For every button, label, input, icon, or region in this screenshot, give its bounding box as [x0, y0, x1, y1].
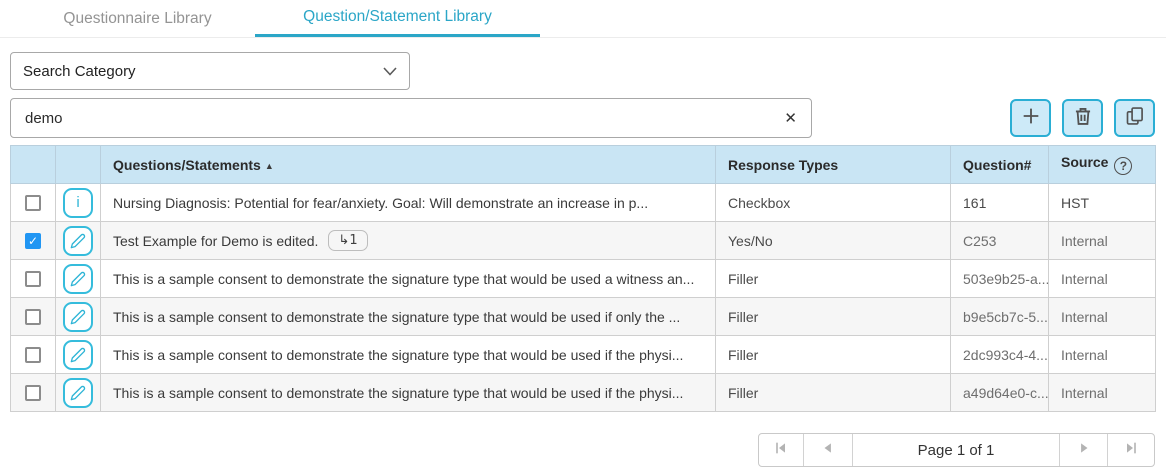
- header-question-number[interactable]: Question#: [950, 145, 1049, 184]
- source-cell: HST: [1048, 183, 1156, 222]
- delete-question-button[interactable]: [1062, 99, 1103, 137]
- table-header-row: Questions/Statements ▲ Response Types Que…: [10, 145, 1156, 184]
- help-icon[interactable]: ?: [1114, 157, 1133, 175]
- plus-icon: [1020, 105, 1042, 132]
- question-number-cell: a49d64e0-c...: [950, 373, 1049, 412]
- search-input[interactable]: demo ✕: [10, 98, 812, 138]
- page-indicator: Page 1 of 1: [853, 434, 1061, 466]
- response-type-cell: Filler: [715, 335, 951, 374]
- row-checkbox[interactable]: [25, 384, 41, 401]
- table-row[interactable]: Test Example for Demo is edited. ↳1 Yes/…: [10, 221, 1156, 260]
- question-number-cell: 503e9b25-a...: [950, 259, 1049, 298]
- row-checkbox[interactable]: [25, 194, 41, 211]
- response-type-cell: Checkbox: [715, 183, 951, 222]
- header-source[interactable]: Source?: [1048, 145, 1156, 184]
- search-input-value: demo: [25, 109, 63, 127]
- question-text: Test Example for Demo is edited.: [113, 232, 319, 249]
- edit-icon[interactable]: [63, 339, 93, 370]
- table-row[interactable]: This is a sample consent to demonstrate …: [10, 297, 1156, 336]
- source-cell: Internal: [1048, 373, 1156, 412]
- question-number-cell: 2dc993c4-4...: [950, 335, 1049, 374]
- question-number-cell: b9e5cb7c-5...: [950, 297, 1049, 336]
- info-icon[interactable]: i: [63, 187, 93, 218]
- question-number-cell: C253: [950, 221, 1049, 260]
- question-table: Questions/Statements ▲ Response Types Que…: [10, 145, 1156, 412]
- question-text: This is a sample consent to demonstrate …: [100, 259, 716, 298]
- row-checkbox[interactable]: [25, 308, 41, 325]
- next-page-icon: [1077, 441, 1091, 460]
- row-checkbox[interactable]: [25, 232, 41, 249]
- last-page-button[interactable]: [1108, 434, 1154, 466]
- edit-icon[interactable]: [63, 301, 93, 332]
- search-category-select[interactable]: Search Category: [10, 52, 410, 90]
- add-question-button[interactable]: [1010, 99, 1051, 137]
- copy-icon: [1125, 106, 1145, 131]
- question-text: This is a sample consent to demonstrate …: [100, 335, 716, 374]
- copy-question-button[interactable]: [1114, 99, 1155, 137]
- tab-bar: Questionnaire Library Question/Statement…: [0, 0, 1166, 38]
- source-cell: Internal: [1048, 259, 1156, 298]
- edit-icon[interactable]: [63, 263, 93, 294]
- response-type-cell: Filler: [715, 297, 951, 336]
- next-page-button[interactable]: [1060, 434, 1109, 466]
- chevron-down-icon: [383, 63, 397, 80]
- header-response-types[interactable]: Response Types: [715, 145, 951, 184]
- tab-question-statement-library[interactable]: Question/Statement Library: [255, 0, 540, 37]
- header-icon-column: [55, 145, 101, 184]
- table-row[interactable]: i Nursing Diagnosis: Potential for fear/…: [10, 183, 1156, 222]
- info-glyph: i: [76, 194, 80, 211]
- tab-questionnaire-library[interactable]: Questionnaire Library: [63, 9, 212, 27]
- usage-count-badge[interactable]: ↳1: [328, 230, 368, 251]
- table-row[interactable]: This is a sample consent to demonstrate …: [10, 373, 1156, 412]
- pagination: Page 1 of 1: [758, 433, 1155, 467]
- source-cell: Internal: [1048, 221, 1156, 260]
- source-cell: Internal: [1048, 335, 1156, 374]
- previous-page-icon: [821, 441, 835, 460]
- clear-search-icon[interactable]: ✕: [784, 109, 797, 127]
- header-questions-label: Questions/Statements: [113, 156, 261, 173]
- question-text: This is a sample consent to demonstrate …: [100, 373, 716, 412]
- row-checkbox[interactable]: [25, 346, 41, 363]
- response-type-cell: Yes/No: [715, 221, 951, 260]
- row-checkbox[interactable]: [25, 270, 41, 287]
- previous-page-button[interactable]: [804, 434, 853, 466]
- first-page-button[interactable]: [759, 434, 804, 466]
- table-row[interactable]: This is a sample consent to demonstrate …: [10, 335, 1156, 374]
- trash-icon: [1073, 106, 1093, 131]
- source-cell: Internal: [1048, 297, 1156, 336]
- last-page-icon: [1123, 440, 1139, 461]
- question-number-cell: 161: [950, 183, 1049, 222]
- first-page-icon: [773, 440, 789, 461]
- edit-icon[interactable]: [63, 377, 93, 408]
- header-questions-statements[interactable]: Questions/Statements ▲: [100, 145, 716, 184]
- header-source-label: Source: [1061, 154, 1109, 170]
- search-row: demo ✕: [10, 98, 1155, 138]
- sort-ascending-icon: ▲: [264, 160, 274, 171]
- response-type-cell: Filler: [715, 259, 951, 298]
- table-row[interactable]: This is a sample consent to demonstrate …: [10, 259, 1156, 298]
- toolbar: [1010, 99, 1155, 137]
- header-checkbox-column: [10, 145, 56, 184]
- edit-icon[interactable]: [63, 225, 93, 256]
- question-text: This is a sample consent to demonstrate …: [100, 297, 716, 336]
- response-type-cell: Filler: [715, 373, 951, 412]
- question-text: Nursing Diagnosis: Potential for fear/an…: [100, 183, 716, 222]
- search-category-value: Search Category: [23, 62, 136, 80]
